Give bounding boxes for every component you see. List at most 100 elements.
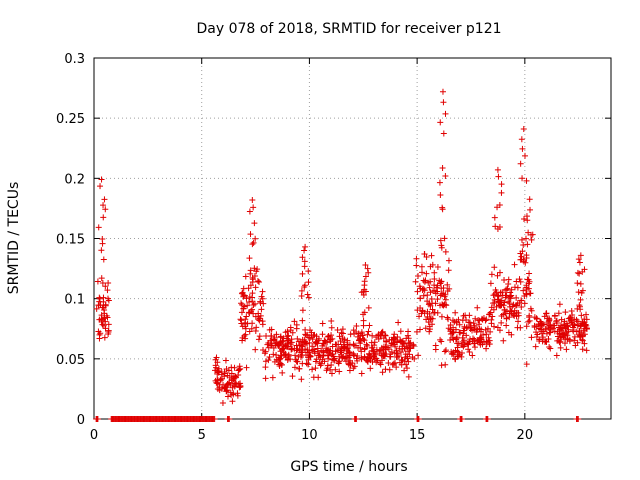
data-point [483,331,490,338]
data-point [434,296,441,303]
data-point [424,298,431,305]
data-point [376,348,383,355]
data-point [358,356,365,363]
data-point [493,303,500,310]
data-point [319,331,326,338]
data-point [475,321,482,328]
data-point [367,352,374,359]
data-point [105,280,112,287]
data-point [551,313,558,320]
data-point [289,329,296,336]
data-point [526,317,533,324]
data-point [253,268,260,275]
data-point [299,360,306,367]
data-point [327,366,334,373]
data-point [99,304,106,311]
data-point [361,337,368,344]
data-point [379,352,386,359]
data-point [370,348,377,355]
data-point [439,88,446,95]
data-point [460,330,467,337]
data-point [426,328,433,335]
data-point [246,255,253,262]
data-point [332,348,339,355]
data-point [425,319,432,326]
data-point [347,362,354,369]
data-point [420,277,427,284]
data-point [289,373,296,380]
data-point [503,315,510,322]
axis-ticks: 0 5 10 15 20 0 0.05 0.1 0.15 0.2 0.25 0.3 [56,52,611,443]
data-point [299,254,306,261]
data-point [281,351,288,358]
data-point [414,307,421,314]
data-point [339,330,346,337]
data-point [96,295,103,302]
data-point [555,337,562,344]
data-point [280,341,287,348]
data-point [246,298,253,305]
data-point [293,321,300,328]
data-point [305,294,312,301]
data-point [490,300,497,307]
data-point [100,202,107,209]
data-point [527,305,534,312]
data-point [523,213,530,220]
data-point [316,335,323,342]
data-point [387,353,394,360]
data-point [452,347,459,354]
data-point [105,327,112,334]
data-point [251,300,258,307]
data-point [572,342,579,349]
data-point [431,269,438,276]
data-point [332,366,339,373]
data-point [284,328,291,335]
data-point [533,315,540,322]
data-point [369,358,376,365]
data-point [104,287,111,294]
data-point [444,287,451,294]
data-point [298,376,305,383]
data-point [494,272,501,279]
data-point [382,332,389,339]
data-point [301,336,308,343]
data-point [529,231,536,238]
x-tick-label: 10 [301,428,318,443]
data-point [291,364,298,371]
data-point [299,343,306,350]
data-point [273,331,280,338]
data-point [273,351,280,358]
data-point [344,337,351,344]
data-point [212,362,219,369]
data-point [437,280,444,287]
data-point [417,295,424,302]
data-point [494,226,501,233]
data-point [250,239,257,246]
data-point [461,327,468,334]
data-point [379,369,386,376]
data-point [409,342,416,349]
data-point [517,278,524,285]
data-point [439,164,446,171]
data-point [259,318,266,325]
data-point [523,361,530,368]
data-point [304,331,311,338]
data-point [569,321,576,328]
data-point [555,324,562,331]
data-point [249,290,256,297]
data-point [96,331,103,338]
data-point [576,270,583,277]
data-point [466,348,473,355]
data-point [95,224,102,231]
data-point [364,331,371,338]
data-point [250,302,257,309]
data-point [444,314,451,321]
data-point [362,288,369,295]
data-point [442,110,449,117]
data-point [233,381,240,388]
data-point [338,349,345,356]
data-point [100,256,107,263]
data-point [214,380,221,387]
data-point [423,270,430,277]
data-point [432,300,439,307]
